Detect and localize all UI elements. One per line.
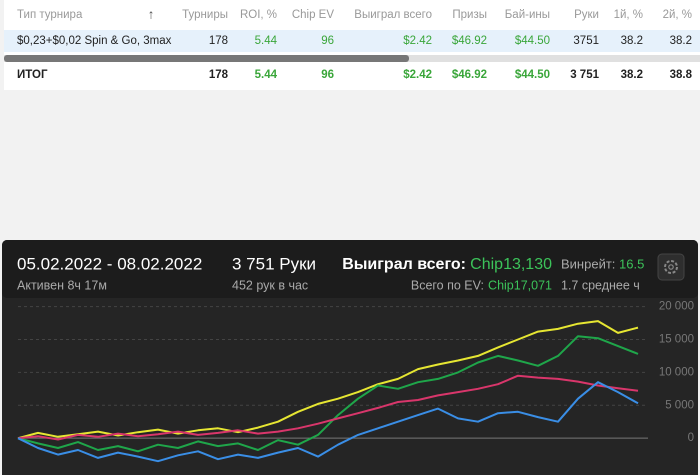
table-cell: 38.2 <box>670 35 692 47</box>
chart: 0 5 000 10 000 15 000 20 000 <box>17 301 694 463</box>
total-cell: 178 <box>209 69 229 81</box>
ev-label: Всего по EV: <box>411 278 484 292</box>
y-tick-label: 5 000 <box>665 399 694 411</box>
row-highlight[interactable] <box>4 30 700 52</box>
table-cell: 178 <box>209 35 228 47</box>
winrate-label: Винрейт: <box>561 256 615 271</box>
table-cell: 3751 <box>573 35 599 47</box>
gear-hole <box>668 264 674 270</box>
y-tick-label: 0 <box>688 432 694 444</box>
active-time: Активен 8ч 17м <box>17 278 107 292</box>
table-cell: $0,23+$0,02 Spin & Go, 3max <box>17 35 172 47</box>
column-header[interactable]: Выиграл всего <box>354 9 432 21</box>
total-cell: ИТОГ <box>17 69 48 81</box>
total-cell: $2.42 <box>403 69 432 81</box>
average: 1.7 среднее ч <box>561 278 640 292</box>
ev-value: Chip17,071 <box>488 278 552 292</box>
total-cell: $44.50 <box>515 69 550 81</box>
won-value: Chip13,130 <box>470 256 552 273</box>
column-header[interactable]: ROI, % <box>240 9 277 21</box>
total-cell: 3 751 <box>570 69 599 81</box>
table-cell: $2.42 <box>403 35 432 47</box>
total-cell: 96 <box>321 69 334 81</box>
table-cell: 38.2 <box>621 35 643 47</box>
chart-panel <box>2 240 698 475</box>
table-cell: $44.50 <box>515 35 550 47</box>
gear-icon <box>664 260 678 274</box>
column-header[interactable]: Тип турнира <box>17 9 83 21</box>
column-header[interactable]: Турниры <box>182 9 228 21</box>
series-line <box>17 335 639 453</box>
period: 05.02.2022 - 08.02.2022 <box>17 254 202 273</box>
series-line <box>17 381 639 463</box>
column-header[interactable]: Chip EV <box>292 9 335 21</box>
settings-button[interactable] <box>657 253 685 281</box>
column-header[interactable]: Бай-ины <box>505 9 550 21</box>
hands: 3 751 Руки <box>232 254 316 273</box>
chart-header <box>2 240 698 298</box>
column-header[interactable]: 1й, % <box>614 9 643 21</box>
total-cell: 38.8 <box>670 69 693 81</box>
table-cell: 96 <box>321 35 334 47</box>
hands-per-hour: 452 рук в час <box>232 278 308 292</box>
series-line <box>17 374 639 441</box>
table: Тип турнира Турниры ROI, % Chip EV Выиграл в… <box>17 9 693 81</box>
table-cell: $46.92 <box>452 35 487 47</box>
won-label: Выиграл всего: <box>342 256 466 273</box>
total-cell: 5.44 <box>255 69 278 81</box>
table-cell: 5.44 <box>255 35 278 47</box>
column-header[interactable]: 2й, % <box>663 9 692 21</box>
column-header[interactable]: Призы <box>452 9 487 21</box>
scrollbar[interactable] <box>4 55 409 62</box>
y-tick-label: 15 000 <box>659 334 694 346</box>
column-header[interactable]: Руки <box>574 9 599 21</box>
sort-arrow[interactable]: ↑ <box>148 6 155 21</box>
y-tick-label: 20 000 <box>659 301 694 313</box>
y-tick-label: 10 000 <box>659 366 694 378</box>
winrate-value: 16.5 <box>619 256 644 271</box>
total-cell: $46.92 <box>452 69 487 81</box>
total-cell: 38.2 <box>621 69 643 81</box>
settings-box[interactable] <box>657 253 685 281</box>
